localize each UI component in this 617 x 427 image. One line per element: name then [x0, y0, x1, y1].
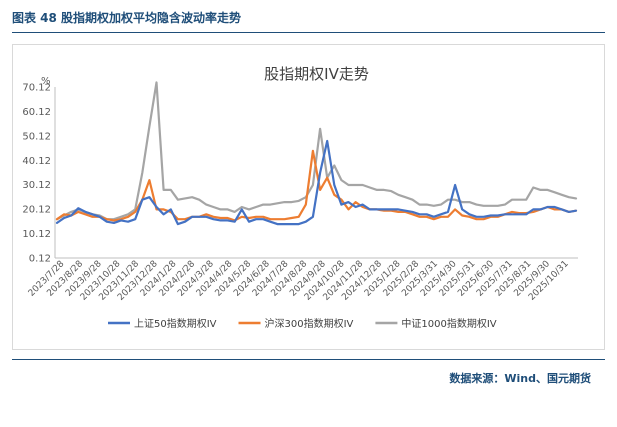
y-tick-label: 60.12 [22, 107, 51, 118]
series-line [55, 139, 578, 226]
legend-label: 沪深300指数期权IV [265, 317, 354, 330]
y-tick-label: 0.12 [29, 254, 51, 265]
header-rule [12, 32, 605, 33]
legend-label: 上证50指数期权IV [134, 317, 217, 330]
legend-label: 中证1000指数期权IV [401, 317, 496, 330]
y-tick-label: 30.12 [22, 180, 51, 191]
y-tick-label: 70.12 [22, 83, 51, 94]
y-tick-label: 40.12 [22, 156, 51, 167]
y-tick-label: 10.12 [22, 229, 51, 240]
iv-line-chart: 股指期权IV走势% 0.12 10.12 20.12 30.12 40.12 50.12 60… [22, 65, 578, 330]
chart-panel: 股指期权IV走势% 0.12 10.12 20.12 30.12 40.12 50.12 60… [12, 44, 605, 350]
footer-rule [12, 359, 605, 360]
figure-label: 图表 48 股指期权加权平均隐含波动率走势 [12, 11, 242, 25]
chart-title: 股指期权IV走势 [264, 65, 369, 83]
series-line [55, 149, 578, 222]
y-tick-label: 20.12 [22, 205, 51, 216]
y-tick-label: 50.12 [22, 131, 51, 142]
y-unit-label: % [41, 76, 51, 87]
series-line [55, 81, 578, 221]
source-note: 数据来源：Wind、国元期货 [449, 372, 591, 385]
